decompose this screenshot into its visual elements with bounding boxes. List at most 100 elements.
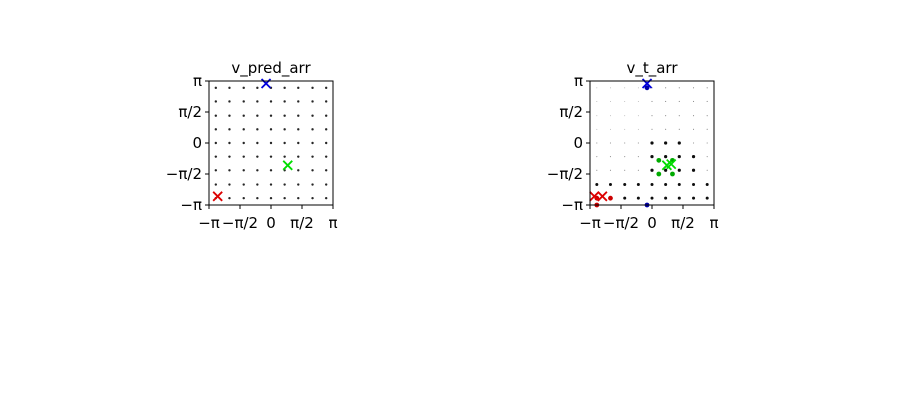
- grid-point: [311, 86, 314, 90]
- grid-point: [609, 156, 612, 158]
- grid-point: [242, 169, 245, 172]
- grid-point: [269, 114, 273, 117]
- grid-point: [636, 196, 640, 200]
- y-tick-label: π: [574, 72, 583, 90]
- grid-point: [297, 86, 300, 90]
- grid-point: [283, 155, 286, 158]
- grid-point: [256, 86, 259, 90]
- grid-point: [706, 87, 708, 89]
- grid-point: [623, 196, 627, 200]
- chart-title: v_t_arr: [626, 59, 678, 78]
- grid-point: [624, 169, 626, 171]
- grid-point: [677, 155, 681, 159]
- grid-point: [242, 183, 245, 186]
- grid-point: [596, 101, 598, 102]
- colored-point: [656, 157, 662, 163]
- grid-point: [242, 196, 245, 200]
- grid-point: [691, 155, 696, 159]
- grid-point: [228, 169, 231, 172]
- grid-point: [665, 128, 667, 130]
- grid-point: [664, 183, 668, 187]
- grid-point: [678, 115, 680, 117]
- grid-point: [256, 100, 259, 103]
- grid-point: [706, 115, 708, 117]
- grid-point: [214, 183, 218, 186]
- grid-point: [311, 196, 314, 200]
- x-tick-label: π/2: [671, 214, 695, 232]
- grid-point: [706, 169, 708, 171]
- grid-point: [283, 128, 286, 131]
- grid-point: [664, 141, 668, 145]
- grid-point: [692, 87, 695, 89]
- grid-point: [705, 183, 709, 187]
- blue-x-marker: [260, 78, 272, 89]
- red-x-marker: [597, 191, 608, 202]
- grid-point: [665, 100, 667, 103]
- grid-point: [228, 114, 231, 117]
- grid-point: [650, 183, 654, 187]
- y-tick-label: π/2: [178, 103, 202, 121]
- grid-point: [228, 141, 231, 145]
- grid-point: [311, 128, 314, 131]
- y-tick-label: −π: [180, 196, 202, 214]
- grid-point: [297, 196, 300, 200]
- blue-x-marker: [641, 78, 653, 89]
- grid-point: [242, 128, 245, 131]
- grid-point: [214, 155, 218, 158]
- x-tick-label: π: [328, 214, 337, 232]
- grid-point: [324, 155, 328, 158]
- grid-point: [242, 155, 245, 158]
- grid-point: [269, 196, 273, 200]
- grid-point: [678, 87, 680, 89]
- colored-point: [656, 171, 662, 177]
- y-tick-label: −π: [561, 196, 583, 214]
- grid-point: [610, 115, 611, 117]
- grid-point: [214, 86, 218, 90]
- grid-point: [650, 196, 654, 200]
- grid-point: [610, 87, 611, 89]
- grid-point: [624, 101, 626, 102]
- grid-point: [324, 86, 328, 90]
- grid-point: [214, 169, 218, 172]
- y-tick-label: −π/2: [547, 165, 583, 183]
- grid-point: [228, 128, 231, 131]
- grid-point: [228, 86, 231, 90]
- grid-point: [324, 183, 328, 186]
- grid-point: [256, 169, 259, 172]
- grid-point: [706, 142, 708, 144]
- grid-point: [677, 168, 681, 172]
- grid-point: [297, 128, 300, 131]
- grid-point: [691, 168, 696, 172]
- grid-point: [624, 156, 626, 158]
- grid-point: [311, 169, 314, 172]
- grid-point: [637, 87, 639, 89]
- grid-point: [269, 141, 273, 145]
- grid-point: [297, 141, 300, 145]
- grid-point: [665, 87, 667, 89]
- grid-point: [692, 196, 696, 200]
- grid-point: [678, 100, 680, 103]
- grid-point: [324, 196, 328, 200]
- grid-point: [610, 101, 611, 102]
- grid-point: [242, 86, 245, 90]
- grid-point: [706, 128, 708, 130]
- grid-point: [214, 114, 218, 117]
- grid-point: [706, 156, 708, 158]
- grid-point: [692, 183, 696, 187]
- x-axis: −π −π/2 0 π/2 π: [579, 205, 719, 232]
- grid-point: [228, 155, 231, 158]
- grid-point: [692, 115, 695, 117]
- grid-point: [665, 115, 667, 117]
- grid-point: [651, 100, 653, 103]
- grid-point: [324, 128, 328, 131]
- grid-point: [636, 183, 640, 187]
- subplot-v-t-arr: v_t_arr −π −π/2 0 π/2 π −π−π/20π/2π: [547, 59, 719, 232]
- plot-area: [589, 78, 709, 208]
- x-tick-label: π/2: [290, 214, 314, 232]
- x-tick-label: 0: [647, 214, 657, 232]
- grid-point: [650, 141, 654, 145]
- grid-point: [214, 100, 218, 103]
- grid-point: [637, 128, 639, 130]
